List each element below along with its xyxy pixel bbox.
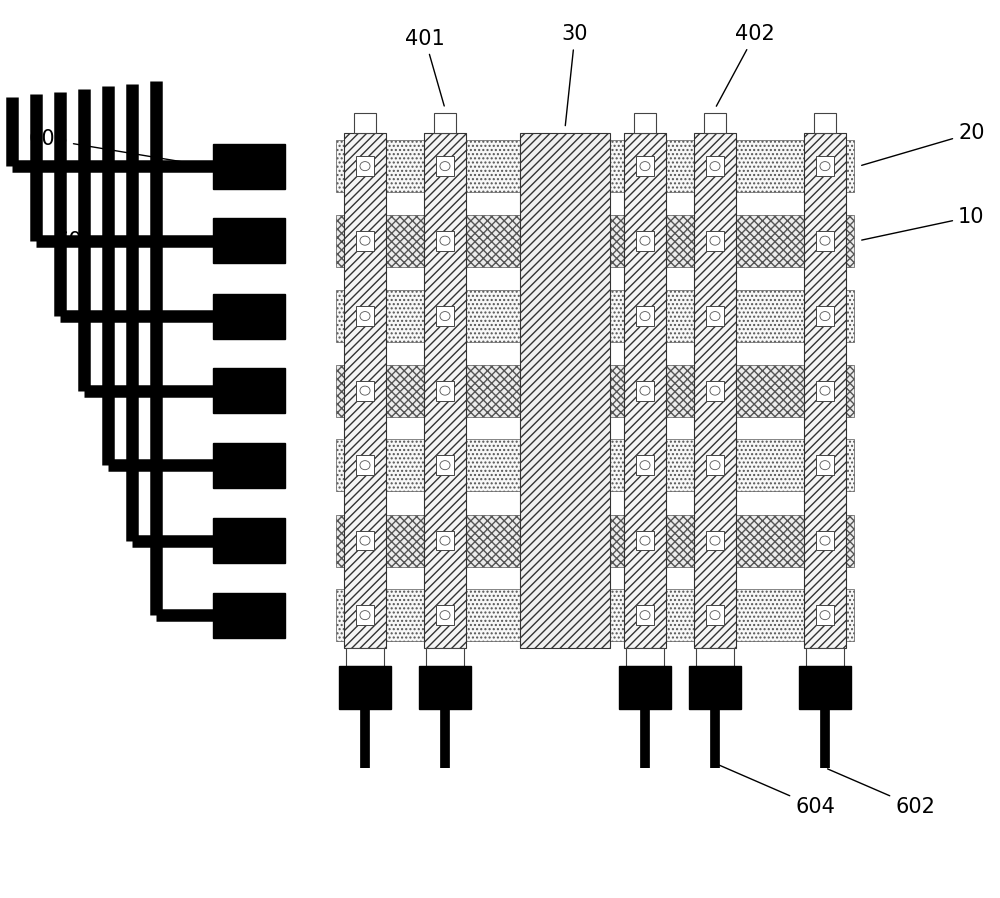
Bar: [344, 133, 386, 648]
Text: 20: 20: [862, 123, 984, 165]
Bar: [636, 231, 654, 251]
Bar: [356, 531, 374, 550]
Bar: [346, 648, 384, 666]
Bar: [336, 589, 854, 641]
Bar: [354, 113, 376, 133]
Bar: [436, 605, 454, 625]
Bar: [336, 515, 854, 567]
Bar: [213, 518, 285, 563]
Bar: [213, 593, 285, 638]
Bar: [636, 306, 654, 326]
Bar: [336, 215, 854, 267]
Bar: [424, 133, 466, 648]
Bar: [336, 290, 854, 342]
Bar: [636, 455, 654, 475]
Bar: [696, 648, 734, 666]
Bar: [806, 648, 844, 666]
Text: 604: 604: [718, 764, 835, 816]
Bar: [213, 144, 285, 189]
Bar: [799, 666, 851, 709]
Text: 602: 602: [828, 769, 935, 816]
Text: 10: 10: [862, 207, 984, 240]
Bar: [816, 381, 834, 401]
Bar: [436, 231, 454, 251]
Bar: [636, 156, 654, 176]
Bar: [336, 365, 854, 417]
Bar: [339, 666, 391, 709]
Bar: [419, 666, 471, 709]
Bar: [706, 231, 724, 251]
Text: 30: 30: [562, 24, 588, 126]
Bar: [706, 306, 724, 326]
Bar: [213, 368, 285, 413]
Bar: [336, 140, 854, 192]
Bar: [816, 231, 834, 251]
Bar: [706, 531, 724, 550]
Bar: [816, 605, 834, 625]
Bar: [636, 531, 654, 550]
Bar: [436, 306, 454, 326]
Bar: [356, 231, 374, 251]
Bar: [816, 156, 834, 176]
Bar: [213, 443, 285, 488]
Bar: [520, 133, 610, 648]
Text: 402: 402: [716, 24, 775, 106]
Bar: [356, 605, 374, 625]
Text: 603: 603: [28, 129, 205, 165]
Bar: [356, 156, 374, 176]
Bar: [436, 156, 454, 176]
Bar: [804, 133, 846, 648]
Bar: [213, 218, 285, 263]
Bar: [356, 455, 374, 475]
Text: 401: 401: [405, 29, 445, 106]
Bar: [816, 531, 834, 550]
Bar: [636, 381, 654, 401]
Bar: [436, 455, 454, 475]
Bar: [426, 648, 464, 666]
Bar: [356, 381, 374, 401]
Bar: [704, 113, 726, 133]
Bar: [706, 156, 724, 176]
Bar: [356, 306, 374, 326]
Bar: [434, 113, 456, 133]
Bar: [626, 648, 664, 666]
Bar: [816, 455, 834, 475]
Text: 601: 601: [55, 231, 205, 251]
Bar: [634, 113, 656, 133]
Bar: [814, 113, 836, 133]
Bar: [706, 381, 724, 401]
Bar: [816, 306, 834, 326]
Bar: [689, 666, 741, 709]
Bar: [213, 294, 285, 339]
Bar: [706, 455, 724, 475]
Bar: [694, 133, 736, 648]
Bar: [624, 133, 666, 648]
Bar: [436, 531, 454, 550]
Bar: [619, 666, 671, 709]
Bar: [706, 605, 724, 625]
Bar: [436, 381, 454, 401]
Bar: [636, 605, 654, 625]
Bar: [336, 439, 854, 491]
